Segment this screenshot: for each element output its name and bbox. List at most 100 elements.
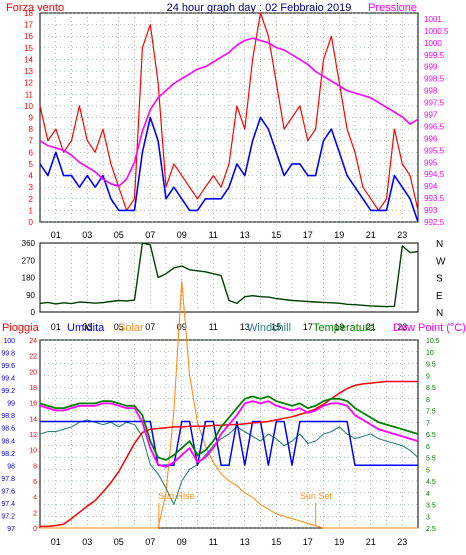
pressure-right-tick-label: 993: [424, 206, 438, 215]
direction-tick-label: 90: [26, 291, 35, 300]
compass-label: E: [436, 291, 443, 302]
wind-panel-hour-label: 17: [303, 230, 313, 240]
humidity-tick-label: 97.4: [1, 501, 15, 508]
pressure-right-tick-label: 1001: [424, 15, 442, 24]
wind-left-tick-label: 6: [29, 148, 34, 157]
pressure-right-tick-label: 995: [424, 158, 438, 167]
direction-tick-label: 360: [22, 239, 36, 248]
temp-right-tick-label: 7.5: [426, 409, 436, 416]
temp-right-tick-label: 10.5: [426, 338, 440, 345]
chart-title: 24 hour graph day : 02 Febbraio 2019: [167, 2, 352, 14]
wind-left-tick-label: 10: [24, 102, 33, 111]
wind-left-tick-label: 9: [29, 114, 34, 123]
pressure-right-tick-label: 993.5: [424, 194, 445, 203]
wind-panel-hour-label: 11: [209, 230, 218, 240]
humidity-tick-label: 98.6: [1, 426, 15, 433]
annotation-sunset: Sun Set: [300, 491, 333, 501]
rain-tick-label: 22: [29, 354, 37, 361]
temp-panel-hour-label: 05: [114, 537, 124, 547]
series-wind-average: [39, 116, 419, 223]
pressure-right-tick-label: 999.5: [424, 51, 445, 60]
direction-panel-hour-label: 11: [209, 322, 218, 332]
wind-panel-hour-label: 05: [114, 230, 124, 240]
rain-tick-label: 10: [29, 448, 37, 455]
direction-panel-hour-label: 09: [177, 322, 187, 332]
temp-right-tick-label: 7: [426, 420, 430, 427]
wind-panel-hour-label: 01: [51, 230, 61, 240]
rain-tick-label: 12: [29, 432, 37, 439]
rain-tick-label: 6: [33, 479, 37, 486]
rain-tick-label: 16: [29, 401, 37, 408]
rain-tick-label: 8: [33, 463, 37, 470]
wind-panel-hour-label: 07: [145, 230, 155, 240]
series-temperature: [39, 395, 419, 461]
wind-panel-hour-label: 13: [240, 230, 250, 240]
humidity-tick-label: 97: [7, 526, 15, 533]
legend-pressure: Pressione: [368, 2, 417, 14]
humidity-tick-label: 99: [7, 401, 15, 408]
pressure-right-tick-label: 994: [424, 182, 438, 191]
legend-temperature: Temperatura: [313, 322, 376, 334]
rain-tick-label: 20: [29, 369, 37, 376]
pressure-right-tick-label: 997.5: [424, 99, 445, 108]
series-dewpoint: [39, 400, 419, 468]
temp-right-tick-label: 8.5: [426, 385, 436, 392]
wind-panel-hour-label: 15: [271, 230, 281, 240]
wind-left-tick-label: 12: [24, 79, 33, 88]
temp-panel-hour-label: 17: [303, 537, 313, 547]
wind-left-tick-label: 14: [24, 55, 33, 64]
humidity-tick-label: 98.8: [1, 413, 15, 420]
temp-panel-hour-label: 01: [51, 537, 61, 547]
temp-right-tick-label: 8: [426, 397, 430, 404]
humidity-tick-label: 98.2: [1, 451, 15, 458]
temp-panel-hour-label: 13: [240, 537, 250, 547]
direction-panel-hour-label: 01: [51, 322, 61, 332]
temp-panel-hour-label: 21: [366, 537, 376, 547]
direction-panel-hour-label: 05: [114, 322, 124, 332]
pressure-right-tick-label: 996: [424, 134, 438, 143]
wind-left-tick-label: 3: [29, 183, 34, 192]
temp-panel-hour-label: 09: [177, 537, 187, 547]
wind-left-tick-label: 15: [24, 44, 33, 53]
temp-right-tick-label: 3: [426, 514, 430, 521]
compass-label: S: [436, 274, 443, 285]
wind-left-tick-label: 7: [29, 137, 34, 146]
pressure-right-tick-label: 992.5: [424, 218, 445, 227]
legend-windchill: Windchill: [247, 322, 291, 334]
pressure-right-tick-label: 999: [424, 63, 438, 72]
series-solar: [40, 280, 418, 529]
pressure-right-tick-label: 996.5: [424, 122, 445, 131]
wind-panel-hour-label: 21: [366, 230, 376, 240]
temp-right-tick-label: 5.5: [426, 456, 436, 463]
temp-right-tick-label: 9.5: [426, 362, 436, 369]
series-pressure: [39, 37, 419, 187]
temp-right-tick-label: 6.5: [426, 432, 436, 439]
temp-panel-hour-label: 23: [397, 537, 407, 547]
compass-label: N: [436, 308, 443, 319]
direction-panel-hour-label: 21: [366, 322, 376, 332]
annotation-sunrise: Sun Rise: [158, 491, 195, 501]
temp-right-tick-label: 9: [426, 373, 430, 380]
series-windchill: [39, 419, 419, 506]
humidity-tick-label: 99.8: [1, 351, 15, 358]
rain-tick-label: 2: [33, 510, 37, 517]
wind-left-tick-label: 13: [24, 67, 33, 76]
legend-dewpoint: Dew Point (°C): [393, 322, 466, 334]
pressure-right-tick-label: 994.5: [424, 170, 445, 179]
wind-left-tick-label: 0: [29, 218, 34, 227]
direction-panel-hour-label: 07: [145, 322, 155, 332]
humidity-tick-label: 99.6: [1, 363, 15, 370]
temp-right-tick-label: 2.5: [426, 526, 436, 533]
direction-tick-label: 0: [31, 308, 36, 317]
wind-panel-hour-label: 19: [334, 230, 344, 240]
humidity-tick-label: 99.2: [1, 388, 15, 395]
humidity-tick-label: 98.4: [1, 438, 15, 445]
legend-humidity: Umidita: [67, 322, 105, 334]
direction-panel-hour-label: 17: [303, 322, 313, 332]
direction-panel-hour-label: 19: [334, 322, 344, 332]
series-wind-force: [39, 12, 419, 211]
temp-right-tick-label: 6: [426, 444, 430, 451]
rain-tick-label: 4: [33, 495, 37, 502]
temp-right-tick-label: 3.5: [426, 503, 436, 510]
